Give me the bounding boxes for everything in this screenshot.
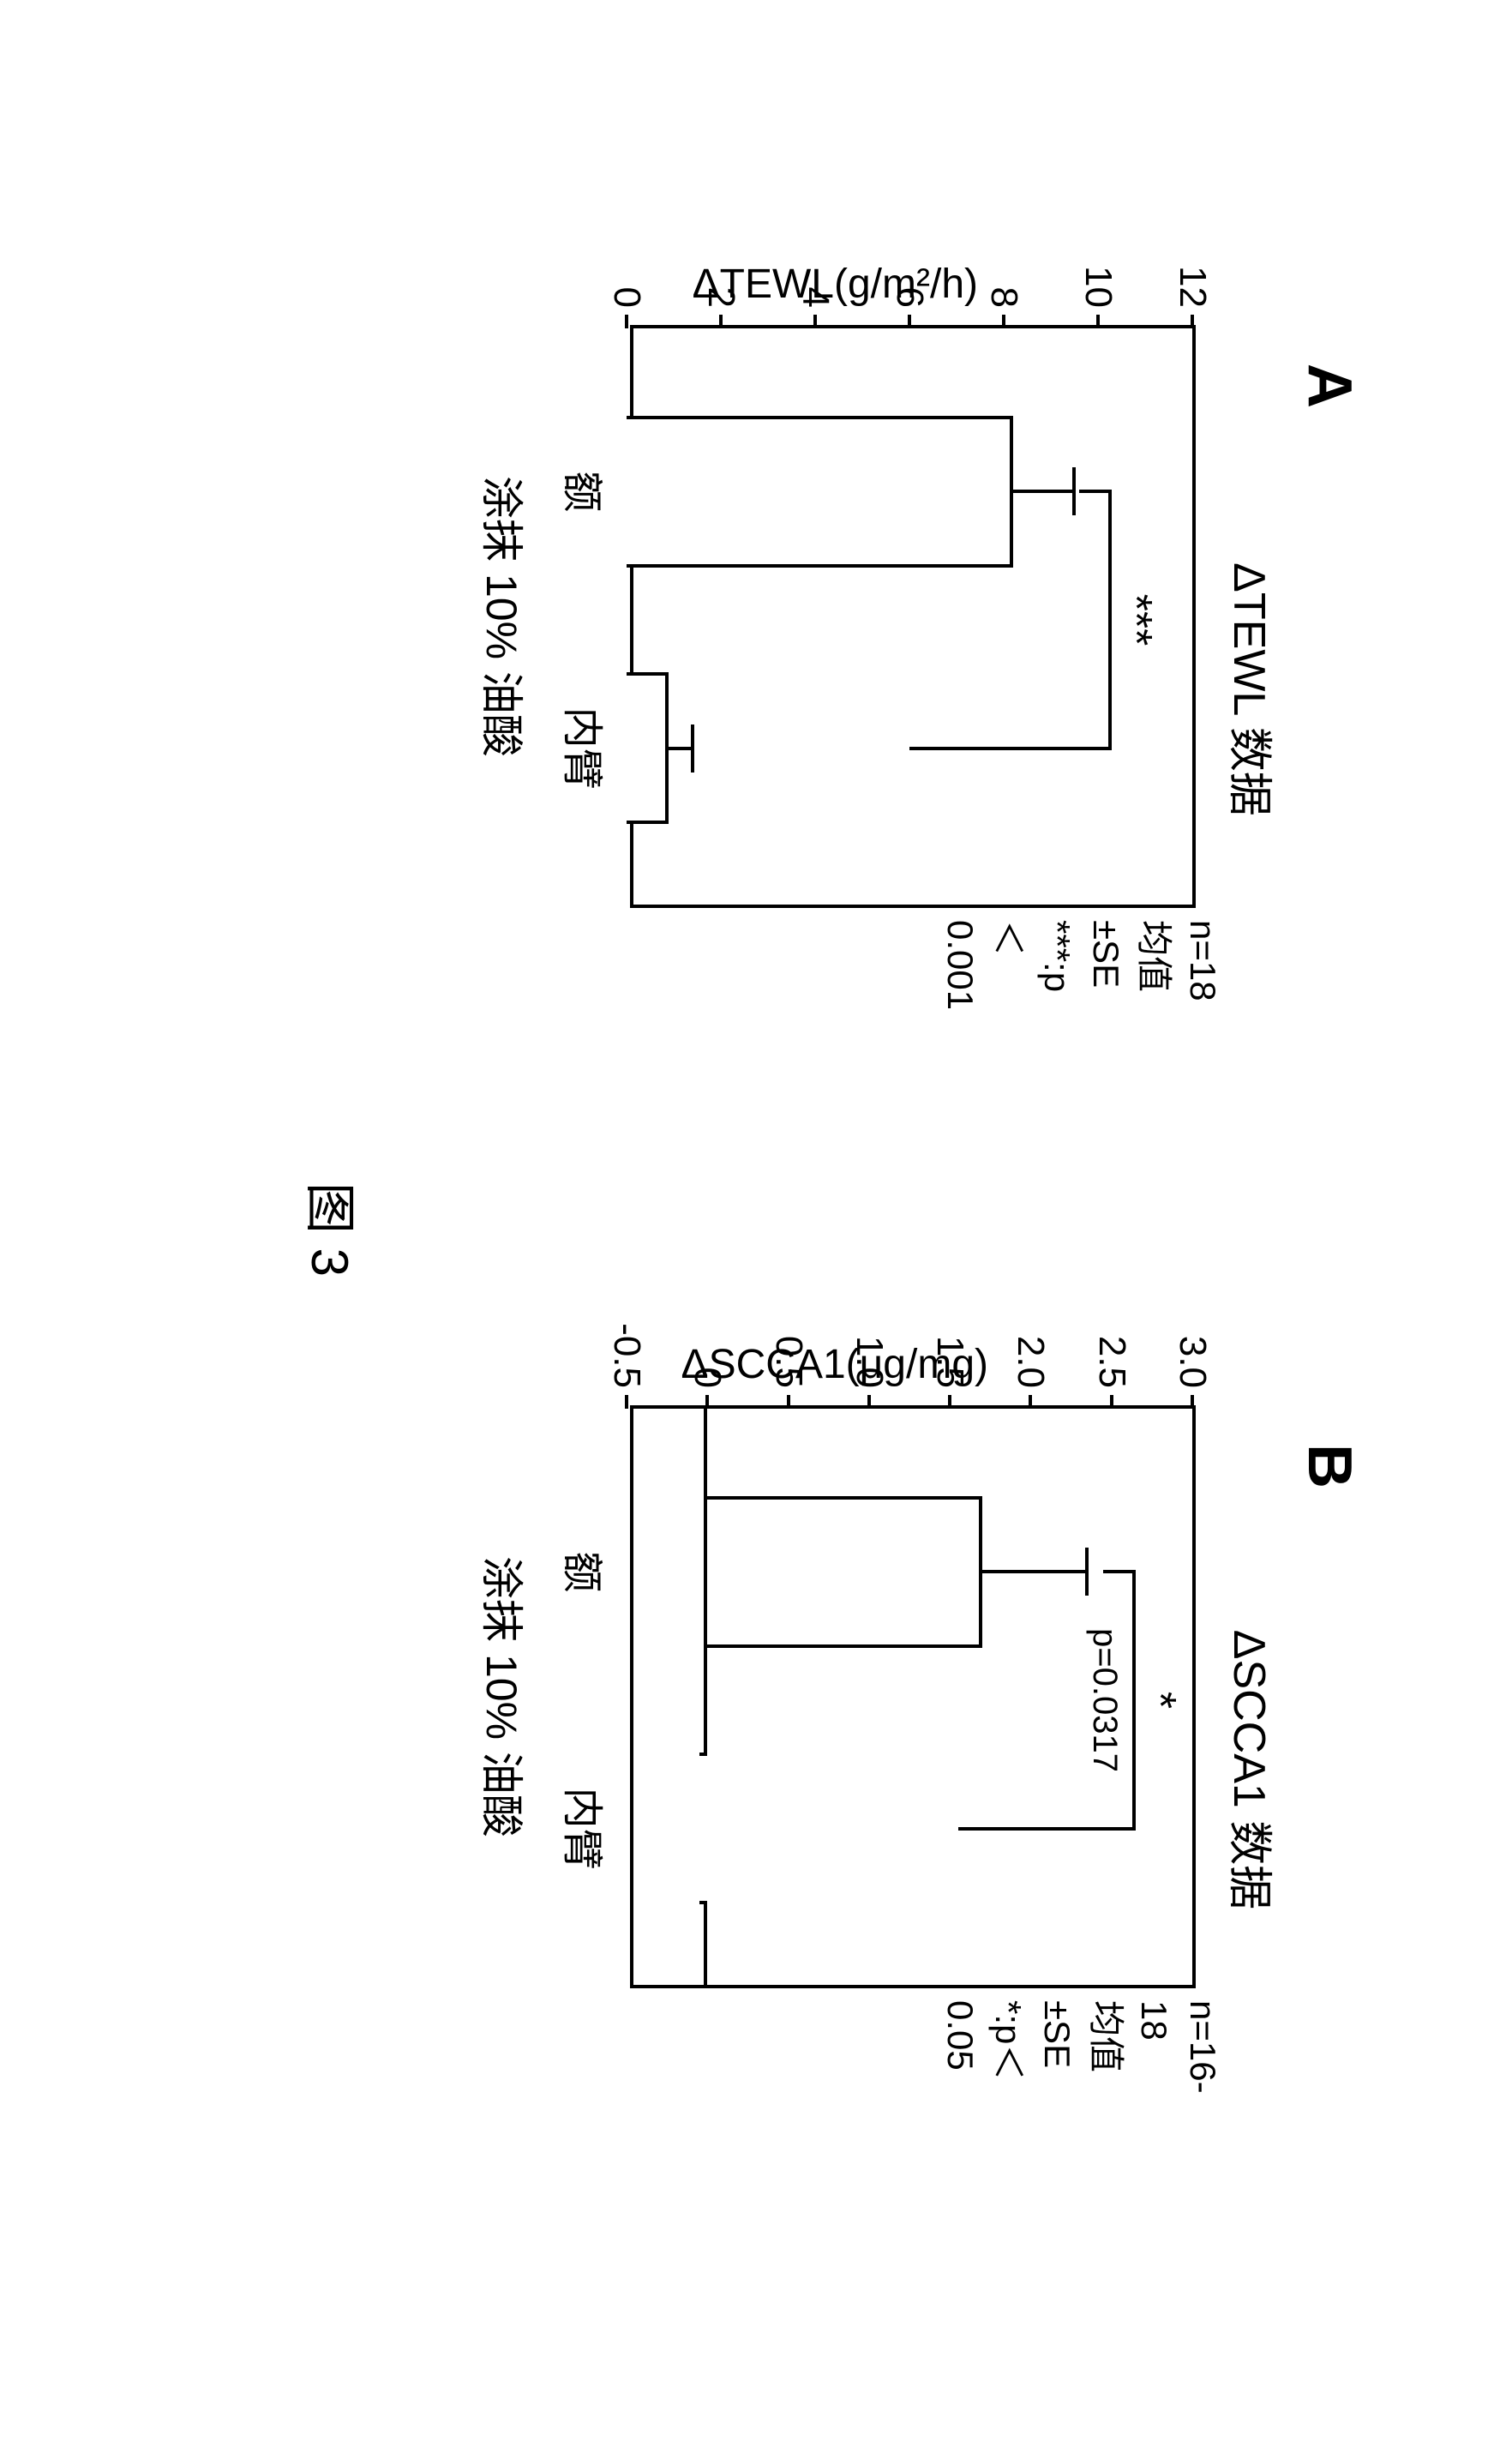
- y-tick-label: 10: [1077, 266, 1119, 308]
- error-bar: [669, 747, 693, 750]
- bar: [699, 1753, 707, 1904]
- error-bar: [982, 1570, 1088, 1573]
- y-tick: [948, 1395, 951, 1409]
- y-tick-label: 0.5: [767, 1336, 810, 1388]
- y-tick: [1191, 315, 1194, 328]
- plot-col-B: -0.500.51.01.52.02.53.0额内臂*p=0.0317n=16-…: [474, 1405, 1196, 1988]
- sig-stars: *: [1134, 1692, 1185, 1709]
- plot-area-A: 024681012额内臂***n=18均值 ±SE***:p＜0.001: [630, 325, 1196, 908]
- y-tick-label: 1.0: [848, 1336, 891, 1388]
- chart-row-B: ΔSCCA1(μg/mg) -0.500.51.01.52.02.53.0额内臂…: [474, 1341, 1196, 2198]
- y-tick: [908, 315, 911, 328]
- x-axis-title-A: 涂抹 10% 油酸: [474, 476, 536, 757]
- panel-notes: n=18均值 ±SE***:p＜0.001: [935, 920, 1227, 1010]
- panel-notes: n=16-18均值 ±SE*:p＜0.05: [935, 2000, 1227, 2094]
- y-tick: [787, 1395, 790, 1409]
- y-tick: [813, 315, 817, 328]
- sig-bracket-v: [1079, 490, 1113, 493]
- x-axis-title-B: 涂抹 10% 油酸: [474, 1556, 536, 1837]
- error-cap: [1085, 1548, 1089, 1596]
- note-line: n=16-18: [1130, 2000, 1227, 2094]
- sig-bracket-v: [1103, 1570, 1136, 1573]
- bar: [627, 672, 669, 824]
- y-tick: [1110, 1395, 1113, 1409]
- note-line: n=18: [1178, 920, 1227, 1010]
- y-tick: [1002, 315, 1005, 328]
- y-tick: [1191, 1395, 1194, 1409]
- y-tick-label: 1.5: [928, 1336, 971, 1388]
- panel-letter-A: A: [1294, 364, 1365, 1118]
- sig-bracket-v: [909, 747, 1113, 750]
- note-line: 均值 ±SE: [1081, 920, 1178, 1010]
- panel-B: B ΔSCCA1 数据 ΔSCCA1(μg/mg) -0.500.51.01.5…: [474, 1341, 1365, 2198]
- x-tick-label: 内臂: [556, 707, 616, 790]
- error-bar: [1013, 490, 1075, 493]
- bar: [627, 416, 1013, 568]
- panel-title-B: ΔSCCA1 数据: [1221, 1341, 1286, 2198]
- y-tick: [705, 1395, 709, 1409]
- y-tick: [625, 315, 628, 328]
- y-tick: [867, 1395, 871, 1409]
- note-line: *:p＜0.05: [935, 2000, 1032, 2094]
- panel-A: A ΔTEWL 数据 ΔTEWL(g/m²/h) 024681012额内臂***…: [474, 261, 1365, 1118]
- bar: [707, 1496, 982, 1648]
- y-tick-label: 2.5: [1090, 1336, 1133, 1388]
- sig-bracket-v: [958, 1827, 1136, 1831]
- y-tick: [1029, 1395, 1032, 1409]
- chart-row-A: ΔTEWL(g/m²/h) 024681012额内臂***n=18均值 ±SE*…: [474, 261, 1196, 1118]
- y-tick: [1096, 315, 1100, 328]
- y-tick-label: 0: [605, 287, 648, 308]
- x-tick-label: 内臂: [556, 1788, 616, 1870]
- error-cap: [1073, 467, 1077, 515]
- y-tick-label: 0: [686, 1368, 729, 1388]
- x-tick-label: 额: [556, 1551, 616, 1592]
- y-tick-label: 4: [794, 287, 837, 308]
- plot-col-A: 024681012额内臂***n=18均值 ±SE***:p＜0.001 涂抹 …: [474, 325, 1196, 908]
- y-tick: [625, 1395, 628, 1409]
- panels-row: A ΔTEWL 数据 ΔTEWL(g/m²/h) 024681012额内臂***…: [474, 115, 1399, 2344]
- x-tick-label: 额: [556, 471, 616, 512]
- sig-p-value: p=0.0317: [1085, 1628, 1124, 1772]
- y-tick-label: 3.0: [1171, 1336, 1214, 1388]
- figure-wrap: A ΔTEWL 数据 ΔTEWL(g/m²/h) 024681012额内臂***…: [113, 115, 1399, 2344]
- error-cap: [691, 724, 694, 773]
- panel-letter-B: B: [1294, 1444, 1365, 2198]
- y-tick: [719, 315, 723, 328]
- figure-caption: 图 3: [297, 115, 371, 2344]
- note-line: ***:p＜0.001: [935, 920, 1081, 1010]
- y-tick-label: 6: [888, 287, 931, 308]
- panel-title-A: ΔTEWL 数据: [1221, 261, 1286, 1118]
- sig-stars: ***: [1111, 594, 1162, 646]
- y-tick-label: 2.0: [1009, 1336, 1052, 1388]
- y-tick-label: 2: [699, 287, 742, 308]
- note-line: 均值 ±SE: [1032, 2000, 1129, 2094]
- y-tick-label: -0.5: [605, 1323, 648, 1388]
- y-tick-label: 12: [1171, 266, 1214, 308]
- plot-area-B: -0.500.51.01.52.02.53.0额内臂*p=0.0317n=16-…: [630, 1405, 1196, 1988]
- y-tick-label: 8: [982, 287, 1025, 308]
